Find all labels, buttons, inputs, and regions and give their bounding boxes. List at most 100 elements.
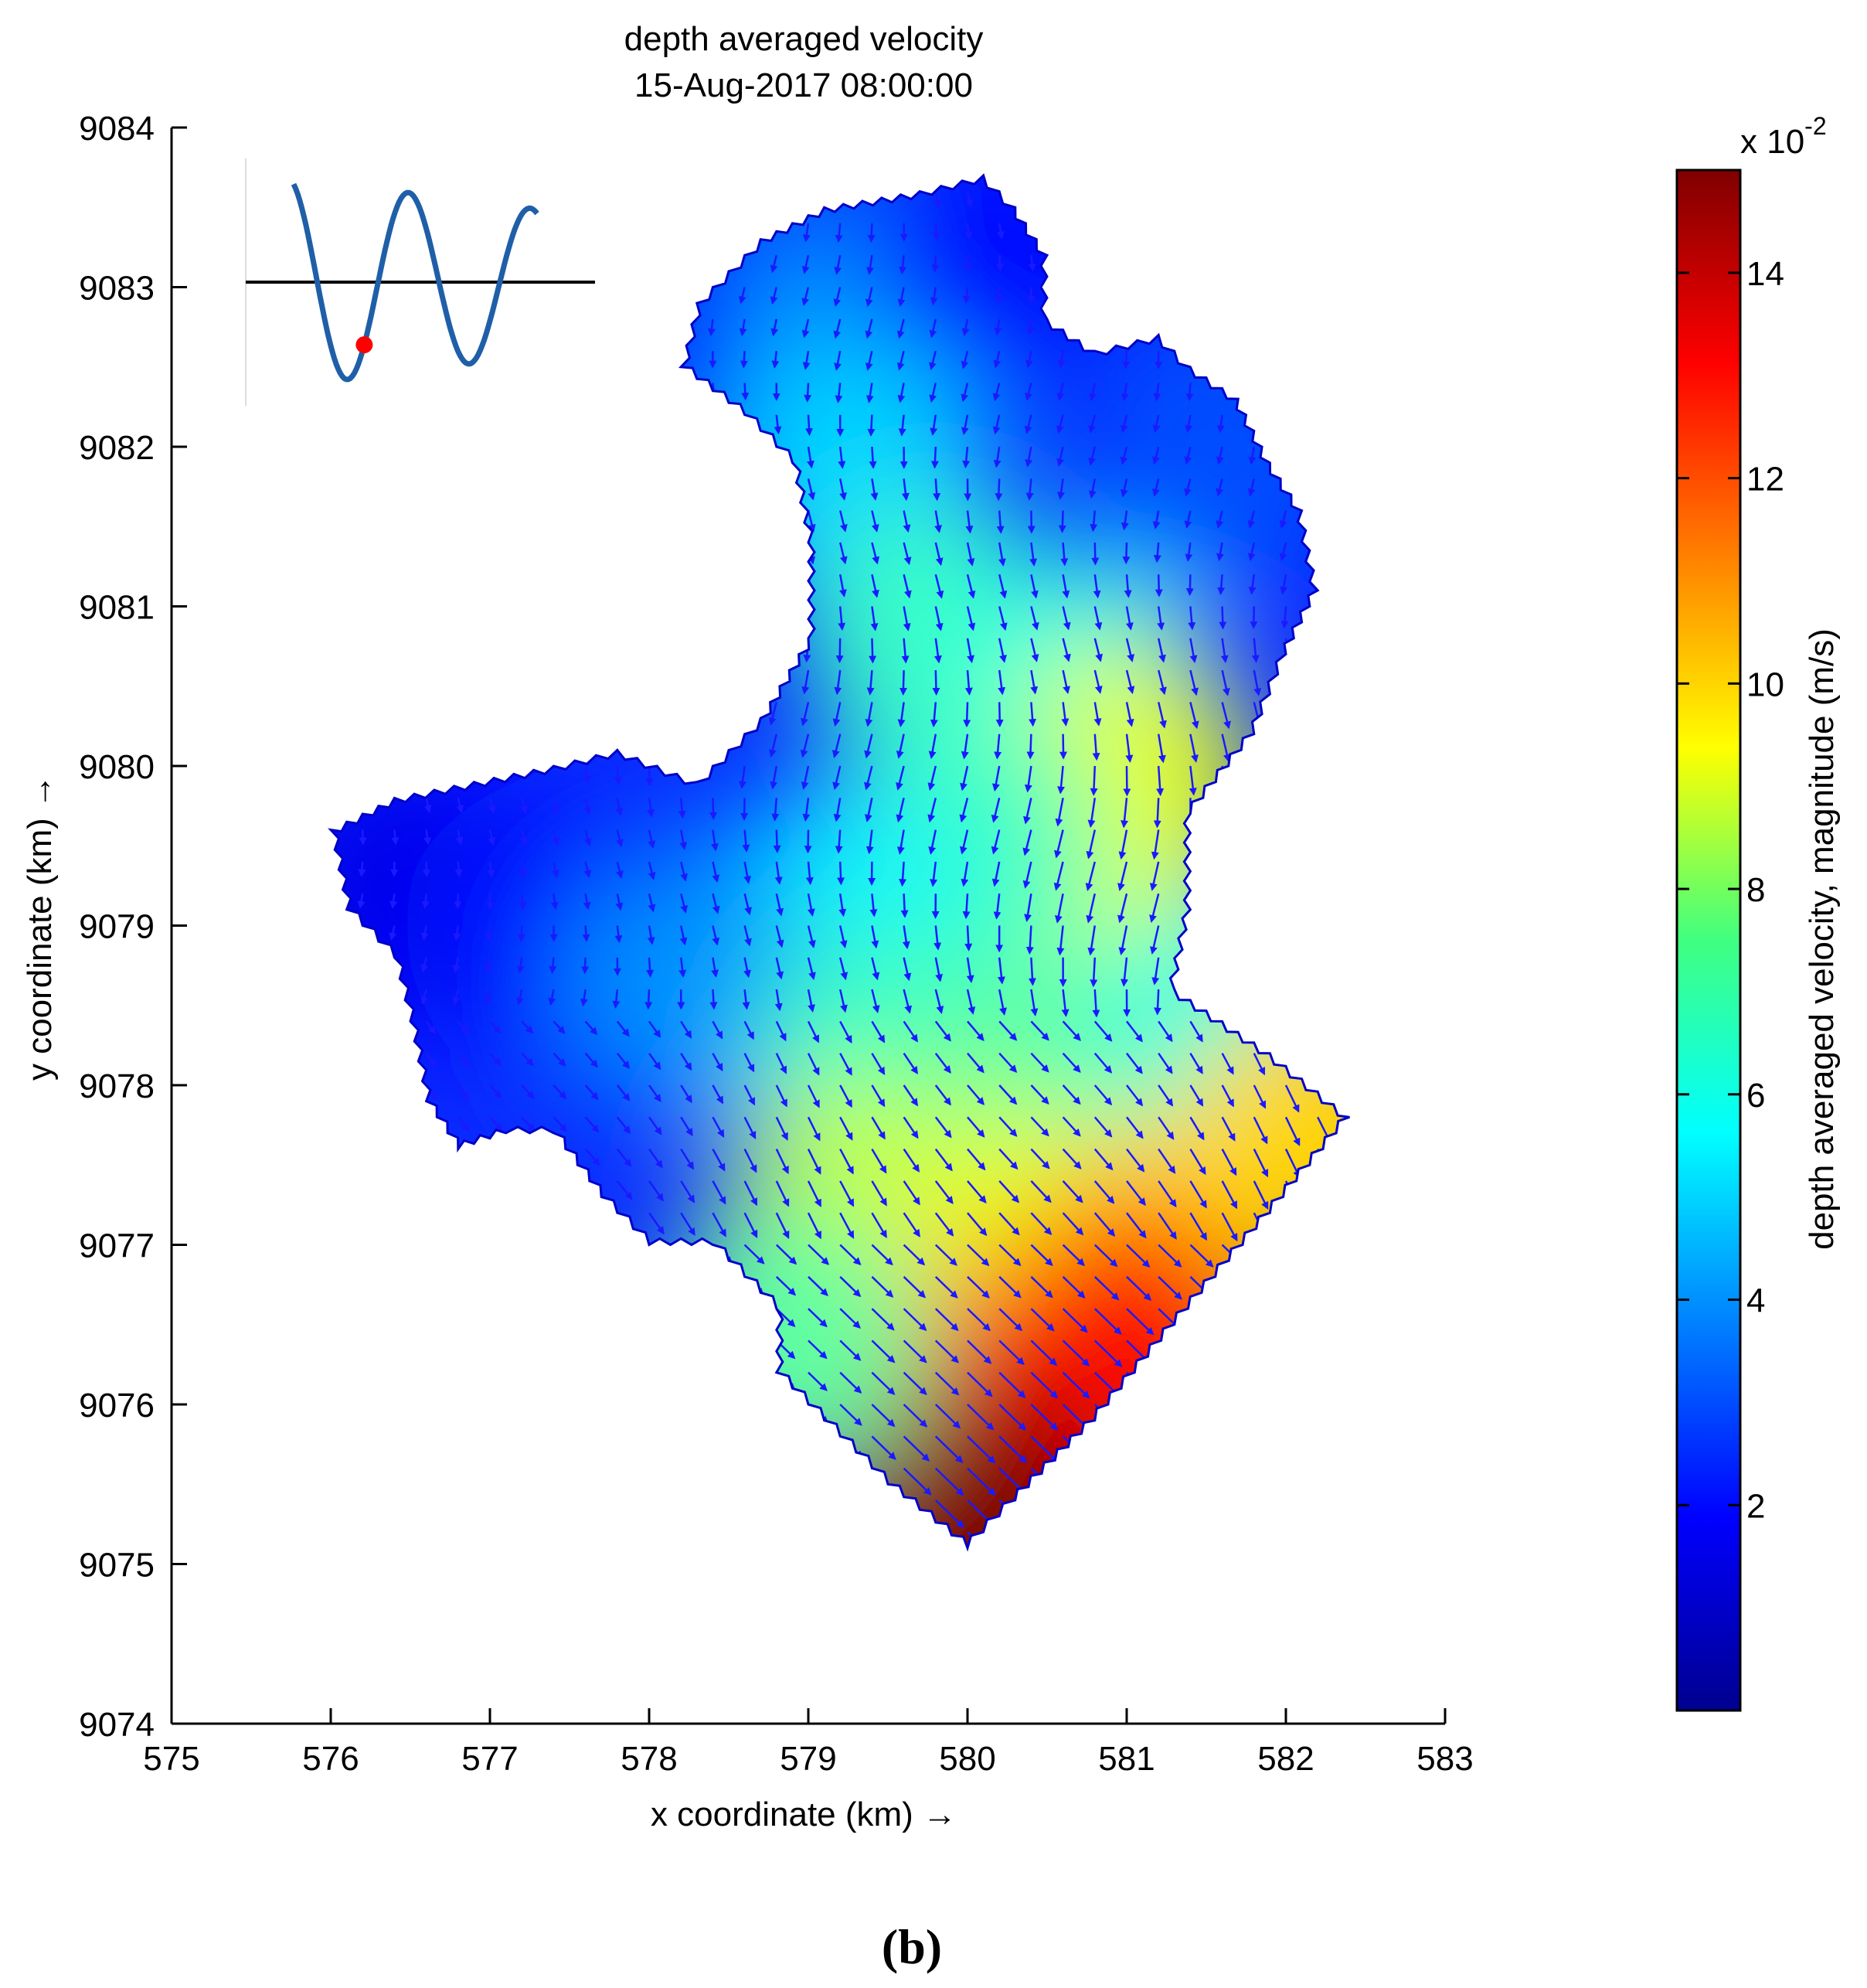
velocity-arrow xyxy=(457,1084,470,1099)
velocity-arrow xyxy=(1093,606,1103,631)
velocity-arrow xyxy=(871,1148,887,1174)
velocity-arrow xyxy=(1125,606,1134,631)
velocity-arrow xyxy=(1284,1116,1301,1146)
velocity-arrow xyxy=(961,350,969,369)
velocity-arrow xyxy=(1185,414,1193,434)
velocity-arrow xyxy=(967,1467,996,1496)
velocity-arrow xyxy=(457,1116,471,1132)
velocity-arrow xyxy=(485,957,492,974)
velocity-arrow xyxy=(1056,383,1065,401)
velocity-arrow xyxy=(896,734,905,759)
velocity-arrow xyxy=(743,957,751,979)
velocity-arrow xyxy=(930,287,938,306)
velocity-arrow xyxy=(965,191,974,208)
velocity-arrow xyxy=(1030,1084,1049,1105)
velocity-arrow xyxy=(967,1116,985,1138)
velocity-arrow xyxy=(807,1084,820,1108)
y-tick-label: 9074 xyxy=(79,1706,155,1744)
velocity-arrow xyxy=(834,669,842,696)
velocity-arrow xyxy=(871,925,879,949)
velocity-arrow xyxy=(420,989,428,1005)
velocity-arrow xyxy=(802,350,811,370)
velocity-arrow xyxy=(1022,829,1032,856)
velocity-arrow xyxy=(1062,1275,1086,1299)
velocity-arrow xyxy=(1059,734,1067,760)
velocity-arrow xyxy=(1091,542,1100,566)
velocity-arrow xyxy=(839,1116,853,1141)
x-tick-label: 577 xyxy=(461,1740,518,1778)
velocity-arrow xyxy=(932,670,940,696)
velocity-arrow xyxy=(712,1180,726,1205)
velocity-arrow xyxy=(934,1275,958,1299)
velocity-arrow xyxy=(1221,1180,1238,1210)
velocity-arrow xyxy=(928,829,937,855)
velocity-arrow xyxy=(838,574,847,597)
velocity-arrow xyxy=(967,1052,985,1074)
velocity-arrow xyxy=(1062,669,1070,695)
velocity-arrow xyxy=(927,765,937,791)
velocity-arrow xyxy=(1121,383,1129,402)
velocity-arrow xyxy=(994,318,1002,336)
velocity-arrow xyxy=(991,829,1001,855)
colorbar-tick-label: 2 xyxy=(1746,1487,1765,1525)
velocity-arrow xyxy=(680,1084,692,1104)
velocity-arrow xyxy=(743,925,752,947)
velocity-arrow xyxy=(867,414,876,437)
velocity-arrow xyxy=(903,1180,920,1206)
velocity-arrow xyxy=(801,254,810,274)
velocity-arrow xyxy=(1221,702,1231,730)
velocity-arrow xyxy=(903,1244,926,1266)
velocity-arrow xyxy=(712,925,720,946)
velocity-arrow xyxy=(835,223,843,243)
velocity-arrow xyxy=(453,925,461,941)
velocity-arrow xyxy=(1253,1180,1269,1210)
velocity-arrow xyxy=(584,1116,600,1133)
velocity-arrow xyxy=(1124,574,1132,598)
velocity-arrow xyxy=(1055,798,1064,827)
velocity-arrow xyxy=(743,1084,756,1106)
velocity-arrow xyxy=(963,702,971,728)
chart-title: depth averaged velocity xyxy=(624,20,984,58)
velocity-arrow xyxy=(1189,1053,1203,1074)
velocity-arrow xyxy=(839,1340,862,1361)
velocity-arrow xyxy=(835,829,843,854)
velocity-arrow xyxy=(1093,1020,1113,1042)
velocity-arrow xyxy=(1093,574,1101,599)
velocity-arrow xyxy=(648,1020,661,1038)
velocity-arrow xyxy=(931,255,940,273)
velocity-arrow xyxy=(712,1053,723,1072)
velocity-arrow xyxy=(903,1212,920,1237)
velocity-arrow xyxy=(452,989,460,1006)
velocity-arrow xyxy=(549,957,557,974)
velocity-arrow xyxy=(834,350,842,371)
velocity-arrow xyxy=(1030,1371,1059,1399)
velocity-arrow xyxy=(1030,574,1039,599)
velocity-arrow xyxy=(865,287,873,308)
y-tick-label: 9082 xyxy=(79,429,155,467)
velocity-arrow xyxy=(1028,957,1036,986)
velocity-arrow xyxy=(998,1052,1018,1074)
velocity-arrow xyxy=(1062,1084,1081,1105)
velocity-arrow xyxy=(740,798,749,822)
velocity-arrow xyxy=(712,1020,723,1040)
velocity-arrow xyxy=(1060,542,1069,567)
velocity-arrow xyxy=(896,318,905,339)
velocity-arrow xyxy=(775,1275,797,1296)
velocity-arrow xyxy=(1062,1020,1081,1041)
y-tick-label: 9080 xyxy=(79,748,155,786)
velocity-heatmap xyxy=(331,175,1350,1548)
inset-current-time-marker xyxy=(355,336,373,354)
velocity-arrow xyxy=(1093,1052,1113,1074)
velocity-arrow xyxy=(1221,1149,1237,1176)
velocity-arrow xyxy=(1030,606,1039,631)
velocity-arrow xyxy=(1189,1212,1208,1241)
velocity-arrow xyxy=(1221,1116,1236,1142)
velocity-arrow xyxy=(489,1052,502,1067)
velocity-arrow xyxy=(1029,542,1038,567)
velocity-arrow xyxy=(521,1052,534,1067)
velocity-arrow xyxy=(871,957,880,981)
velocity-arrow xyxy=(871,1371,896,1395)
velocity-arrow xyxy=(1030,1148,1050,1169)
velocity-arrow xyxy=(930,702,938,728)
velocity-arrow xyxy=(864,765,873,791)
